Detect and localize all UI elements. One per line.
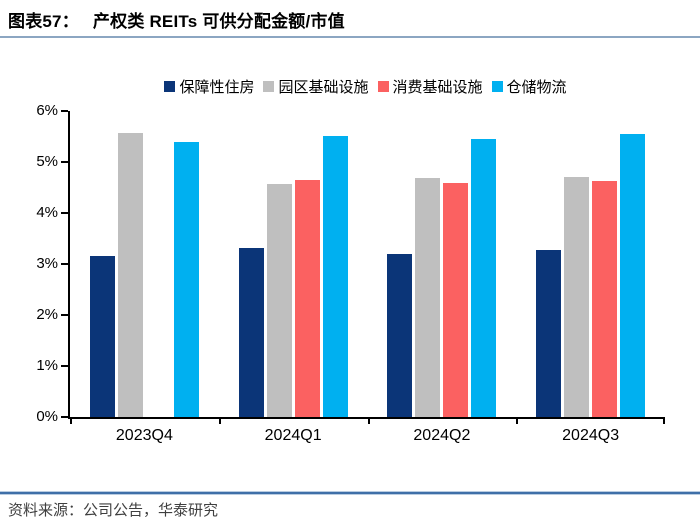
bar-保障性住房-2024Q1 xyxy=(238,247,264,417)
figure-title: 产权类 REITs 可供分配金额/市值 xyxy=(92,12,345,31)
legend-item: 仓储物流 xyxy=(491,76,567,97)
y-axis-tick xyxy=(61,212,68,214)
y-axis-tick-label: 5% xyxy=(36,153,58,170)
legend-item: 消费基础设施 xyxy=(377,76,483,97)
title-underline xyxy=(0,36,700,38)
legend-swatch-icon xyxy=(377,81,389,92)
legend-swatch-icon xyxy=(491,81,503,92)
legend-item: 保障性住房 xyxy=(164,76,254,97)
y-axis-tick xyxy=(61,161,68,163)
x-axis-tick xyxy=(218,417,221,424)
legend-item-label: 园区基础设施 xyxy=(278,79,369,96)
y-axis-tick xyxy=(61,110,68,112)
bar-园区基础设施-2024Q1 xyxy=(266,183,292,417)
plot-area: 0% 1% 2% 3% 4% 5% 6% 2023Q4 2024Q1 2024Q2 2024Q3 xyxy=(36,102,665,444)
bar-园区基础设施-2024Q2 xyxy=(415,178,441,417)
y-axis-tick xyxy=(61,365,68,367)
source-text: 资料来源：公司公告，华泰研究 xyxy=(8,501,219,519)
x-axis-tick xyxy=(516,417,519,424)
x-axis-tick xyxy=(367,417,370,424)
bar-园区基础设施-2024Q3 xyxy=(564,176,590,417)
source-divider xyxy=(0,491,700,495)
y-axis-tick-label: 1% xyxy=(36,357,58,374)
x-axis-label: 2023Q4 xyxy=(115,427,173,444)
legend-item-label: 保障性住房 xyxy=(179,79,255,96)
legend-item: 园区基础设施 xyxy=(263,76,369,97)
chart-legend: 保障性住房 园区基础设施 消费基础设施 仓储物流 xyxy=(68,76,663,97)
y-axis-tick xyxy=(61,263,68,265)
y-axis-tick xyxy=(61,314,68,316)
bar-group xyxy=(219,111,368,417)
bar-保障性住房-2024Q2 xyxy=(387,253,413,417)
legend-item-label: 消费基础设施 xyxy=(392,79,483,96)
bar-group xyxy=(70,111,219,417)
bar-仓储物流-2024Q1 xyxy=(322,136,348,417)
bar-group xyxy=(368,111,517,417)
bar-仓储物流-2023Q4 xyxy=(173,141,199,417)
bar-仓储物流-2024Q3 xyxy=(620,134,646,417)
y-axis-tick-label: 3% xyxy=(36,255,58,272)
bar-保障性住房-2024Q3 xyxy=(536,250,562,417)
x-axis-tick xyxy=(70,417,72,424)
bar-保障性住房-2023Q4 xyxy=(89,256,115,417)
bar-消费基础设施-2024Q3 xyxy=(592,181,618,417)
x-axis-label: 2024Q2 xyxy=(413,427,471,444)
legend-swatch-icon xyxy=(263,81,275,92)
legend-item-label: 仓储物流 xyxy=(506,79,567,96)
legend-swatch-icon xyxy=(164,81,176,92)
bar-group xyxy=(516,111,665,417)
y-axis-tick-label: 6% xyxy=(36,102,58,119)
x-axis-label: 2024Q1 xyxy=(264,427,322,444)
bar-园区基础设施-2023Q4 xyxy=(117,133,143,417)
y-axis-tick xyxy=(61,416,68,418)
bar-消费基础设施-2024Q1 xyxy=(294,179,320,417)
x-axis-tick xyxy=(663,417,665,424)
bar-消费基础设施-2024Q2 xyxy=(443,183,469,417)
figure-number-label: 图表57： xyxy=(8,12,79,31)
bar-仓储物流-2024Q2 xyxy=(471,139,497,417)
y-axis-tick-label: 4% xyxy=(36,204,58,221)
y-axis-tick-label: 0% xyxy=(36,408,58,425)
y-axis-tick-label: 2% xyxy=(36,306,58,323)
x-axis-label: 2024Q3 xyxy=(562,427,620,444)
figure-title-row: 图表57： 产权类 REITs 可供分配金额/市值 xyxy=(8,7,345,32)
